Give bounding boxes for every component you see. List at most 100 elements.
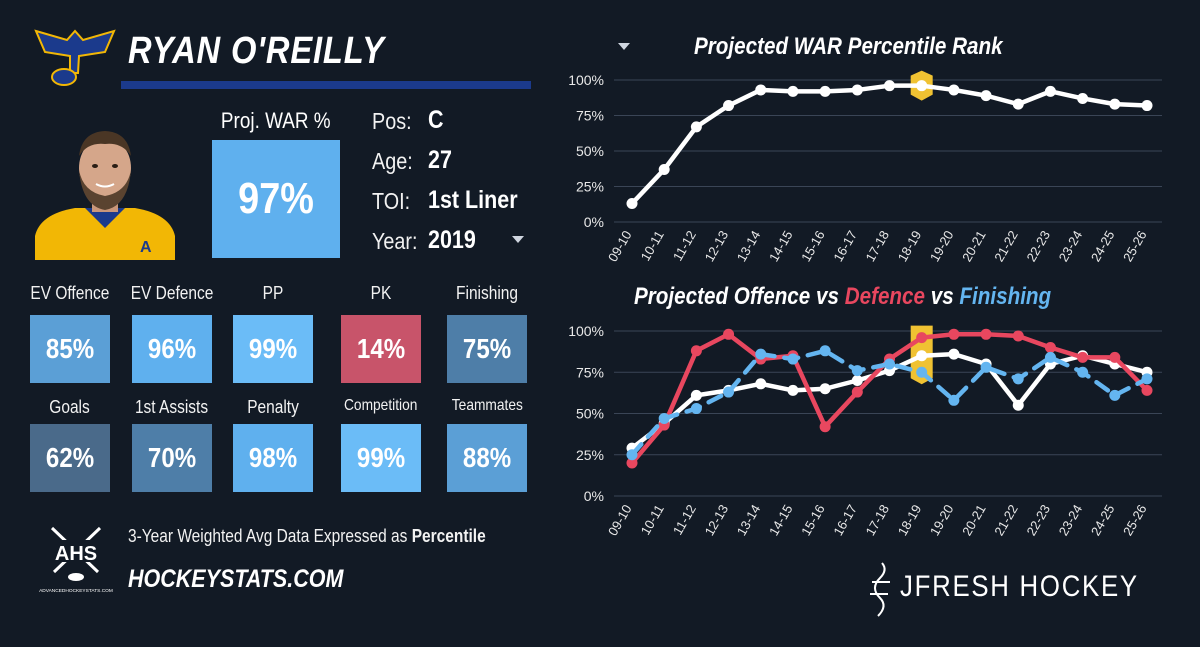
ahs-logo-subtext: ADVANCEDHOCKEYSTATS.COM [39,588,113,594]
x-tick-label: 13-14 [734,502,764,538]
data-point [1044,342,1056,353]
jfresh-logo-icon [870,562,890,617]
category-value-box: 88% [447,424,527,492]
data-point [1012,399,1024,411]
category-label: Finishing [456,283,518,303]
data-point [755,378,767,390]
data-point [690,403,702,415]
data-point [787,384,799,396]
svg-text:A: A [140,239,152,256]
data-point [1141,384,1153,396]
data-point [755,84,767,96]
x-tick-label: 16-17 [830,228,860,264]
y-tick-label: 0% [584,214,604,230]
x-tick-label: 10-11 [638,228,667,263]
data-point [1012,330,1024,342]
data-point [690,389,702,401]
data-point [1044,85,1056,97]
x-tick-label: 23-24 [1056,502,1086,538]
data-point [787,353,799,365]
category-value-box: 62% [30,424,110,492]
category-value-box: 85% [30,315,110,383]
war-chart-title: Projected WAR Percentile Rank [694,33,1003,60]
war-percentile-chart: 0% 25% 50% 75% 100% 09-10 10-11 11-12 12-13 13-14… [568,70,1162,264]
x-tick-label: 13-14 [734,228,764,264]
year-dropdown-icon[interactable] [512,236,524,244]
data-point [690,121,702,133]
x-tick-label: 20-21 [959,502,989,538]
data-point [1109,351,1121,363]
category-label: Teammates [451,397,523,414]
data-point [948,328,960,340]
category-value-box: 14% [341,315,421,383]
chart-title-part: vs [925,283,960,310]
x-tick-label: 14-15 [766,228,796,264]
x-tick-label: 11-12 [670,502,699,537]
data-point [658,163,670,175]
data-point [916,350,928,362]
age-label: Age: [372,148,413,174]
x-tick-label: 21-22 [991,228,1021,264]
category-label: Competition [344,397,418,414]
data-point [658,412,670,424]
x-tick-label: 24-25 [1088,502,1118,538]
x-tick-label: 15-16 [798,228,828,264]
data-point [884,358,895,370]
x-tick-label: 09-10 [605,228,635,264]
x-tick-label: 19-20 [927,502,957,538]
chart-dropdown-icon[interactable] [617,42,631,52]
x-tick-label: 12-13 [702,228,732,264]
jfresh-brand: JFRESH HOCKEY [900,570,1139,603]
data-point [980,361,992,373]
series-line-finishing [629,348,1150,457]
data-point [626,457,638,469]
x-tick-label: 19-20 [927,228,957,264]
data-point [1109,98,1121,110]
data-point [819,421,831,433]
category-label: PP [262,283,284,303]
data-point [690,345,702,357]
chart-title-part: Defence [844,283,926,310]
data-point [1012,98,1024,110]
y-tick-label: 25% [576,179,604,195]
y-tick-label: 75% [576,364,604,380]
data-point [948,394,960,406]
category-label: 1st Assists [135,397,209,417]
year-value[interactable]: 2019 [428,226,476,254]
y-tick-label: 100% [568,72,604,88]
x-tick-label: 10-11 [638,502,667,537]
data-point [916,332,928,344]
y-tick-label: 50% [576,406,604,422]
category-label: EV Offence [30,283,110,303]
site-link[interactable]: HOCKEYSTATS.COM [128,565,344,593]
x-tick-label: 14-15 [766,502,796,538]
chart-title-part: Projected Offence vs [634,283,845,310]
data-point [1012,373,1024,385]
category-value-box: 98% [233,424,313,492]
data-point [1077,351,1089,363]
name-underline [121,81,531,89]
y-tick-label: 100% [568,323,604,339]
chart-title-part: Finishing [959,283,1052,310]
data-point [755,348,767,360]
data-point [916,366,928,378]
data-point [1141,373,1153,385]
components-chart: 0% 25% 50% 75% 100% 09-10 10-11 11-12 12-13 13-14… [568,323,1162,538]
x-tick-label: 15-16 [798,502,828,538]
category-label: EV Defence [130,283,214,303]
data-point [1141,100,1153,112]
category-value-box: 99% [233,315,313,383]
components-chart-title: Projected Offence vs Defence vs Finishin… [634,283,1119,311]
x-tick-label: 22-23 [1023,228,1053,264]
y-tick-label: 75% [576,108,604,124]
ahs-logo-text: AHS [55,543,97,565]
data-point [851,386,863,398]
category-label: Penalty [247,397,299,417]
blues-logo [34,29,116,86]
toi-label: TOI: [372,188,411,214]
age-value: 27 [428,146,452,174]
data-point [819,345,831,357]
proj-war-label: Proj. WAR % [221,108,331,133]
category-value-box: 75% [447,315,527,383]
data-point [626,198,638,210]
